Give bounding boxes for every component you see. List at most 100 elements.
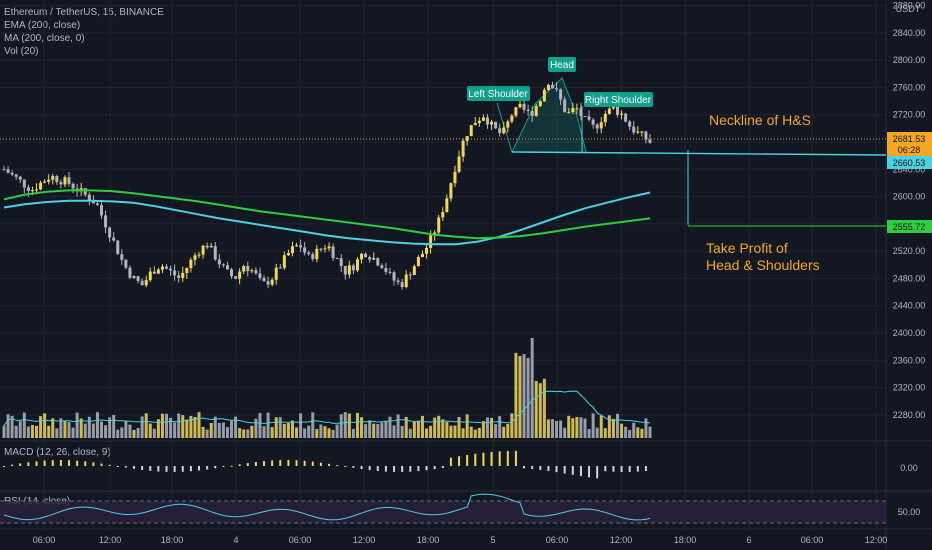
candle-body <box>201 245 205 255</box>
candle-body <box>347 265 351 275</box>
macd-bar <box>141 466 144 470</box>
candle-body <box>514 107 518 116</box>
volume-bar <box>246 429 250 438</box>
candle-body <box>522 103 526 110</box>
candle-body <box>100 205 104 216</box>
volume-bar <box>323 426 327 438</box>
candle-body <box>380 265 384 269</box>
candle-body <box>404 274 408 288</box>
candle-body <box>197 254 201 256</box>
candle-body <box>152 271 156 274</box>
volume-bar <box>644 418 648 438</box>
macd-bar <box>425 466 428 471</box>
macd-bar <box>466 455 469 466</box>
macd-bar <box>539 466 542 470</box>
volume-bar <box>2 425 6 438</box>
candle-body <box>473 123 477 126</box>
neckline-annotation[interactable]: Neckline of H&S <box>709 112 811 128</box>
macd-bar <box>279 460 282 466</box>
macd-bar <box>376 466 379 472</box>
volume-bar <box>437 415 441 438</box>
volume-bar <box>221 422 225 438</box>
volume-bar <box>238 428 242 438</box>
time-tick: 12:00 <box>99 535 122 545</box>
macd-bar <box>579 466 582 477</box>
volume-bar <box>75 412 79 438</box>
candle-body <box>160 266 164 270</box>
candle-body <box>254 270 258 274</box>
candle-body <box>14 174 18 177</box>
candle-body <box>526 109 530 111</box>
volume-bar <box>355 412 359 438</box>
candle-body <box>132 276 136 278</box>
volume-bar <box>87 416 91 438</box>
volume-bar <box>71 427 75 438</box>
volume-bar <box>396 414 400 438</box>
volume-bar <box>116 429 120 438</box>
candle-body <box>567 112 571 114</box>
volume-bar <box>148 423 152 438</box>
left-shoulder-label[interactable]: Left Shoulder <box>467 86 530 101</box>
candle-body <box>230 269 234 277</box>
candle-body <box>485 117 489 125</box>
volume-bar <box>319 424 323 438</box>
macd-bar <box>27 462 30 466</box>
candle-body <box>112 237 116 241</box>
volume-bar <box>473 429 477 438</box>
volume-bar <box>217 422 221 438</box>
price-tick: 2520.00 <box>893 246 926 256</box>
macd-bar <box>116 466 119 467</box>
volume-bar <box>290 420 294 438</box>
volume-bar <box>546 419 550 438</box>
candle-body <box>108 227 112 238</box>
volume-bar <box>530 338 534 438</box>
volume-bar <box>225 427 229 438</box>
macd-bar <box>409 466 412 472</box>
candle-body <box>437 217 441 233</box>
macd-bar <box>571 466 574 475</box>
candle-body <box>368 257 372 260</box>
macd-bar <box>59 460 62 466</box>
rsi-band <box>0 501 886 523</box>
rsi-axis-value: 50.00 <box>898 507 921 517</box>
volume-bar <box>502 426 506 438</box>
candle-body <box>376 258 380 266</box>
candle-body <box>213 246 217 260</box>
volume-bar <box>412 421 416 438</box>
candle-body <box>59 182 63 185</box>
macd-bar <box>133 466 136 469</box>
symbol-title[interactable]: Ethereum / TetherUS, 15, BINANCE <box>4 7 164 18</box>
candle-body <box>599 122 603 129</box>
vol-indicator-label[interactable]: Vol (20) <box>4 46 39 57</box>
take-profit-annotation-line1[interactable]: Take Profit of <box>706 240 788 256</box>
macd-bar <box>636 466 639 472</box>
head-label[interactable]: Head <box>548 57 576 72</box>
macd-label[interactable]: MACD (12, 26, close, 9) <box>4 447 111 458</box>
candle-body <box>583 115 587 117</box>
take-profit-annotation-line2[interactable]: Head & Shoulders <box>706 257 820 273</box>
candle-body <box>502 127 506 134</box>
right-shoulder-label[interactable]: Right Shoulder <box>584 92 653 107</box>
candle-body <box>148 271 152 281</box>
volume-bar <box>104 425 108 438</box>
volume-bar <box>185 420 189 438</box>
volume-bar <box>173 422 177 438</box>
price-tick: 2440.00 <box>893 301 926 311</box>
volume-bar <box>542 378 546 438</box>
volume-bar <box>209 422 213 438</box>
candle-body <box>91 200 95 204</box>
macd-bar <box>214 466 217 469</box>
volume-bar <box>453 425 457 438</box>
countdown-value: 06:28 <box>898 145 921 155</box>
volume-bar <box>262 426 266 438</box>
volume-bar <box>526 357 530 438</box>
candle-body <box>510 115 514 122</box>
volume-bar <box>607 415 611 438</box>
volume-bar <box>39 416 43 438</box>
ema-indicator-label[interactable]: EMA (200, close) <box>4 20 81 31</box>
macd-bar <box>360 466 363 470</box>
macd-bar <box>100 463 103 466</box>
candle-body <box>22 179 26 188</box>
candle-body <box>595 124 599 129</box>
